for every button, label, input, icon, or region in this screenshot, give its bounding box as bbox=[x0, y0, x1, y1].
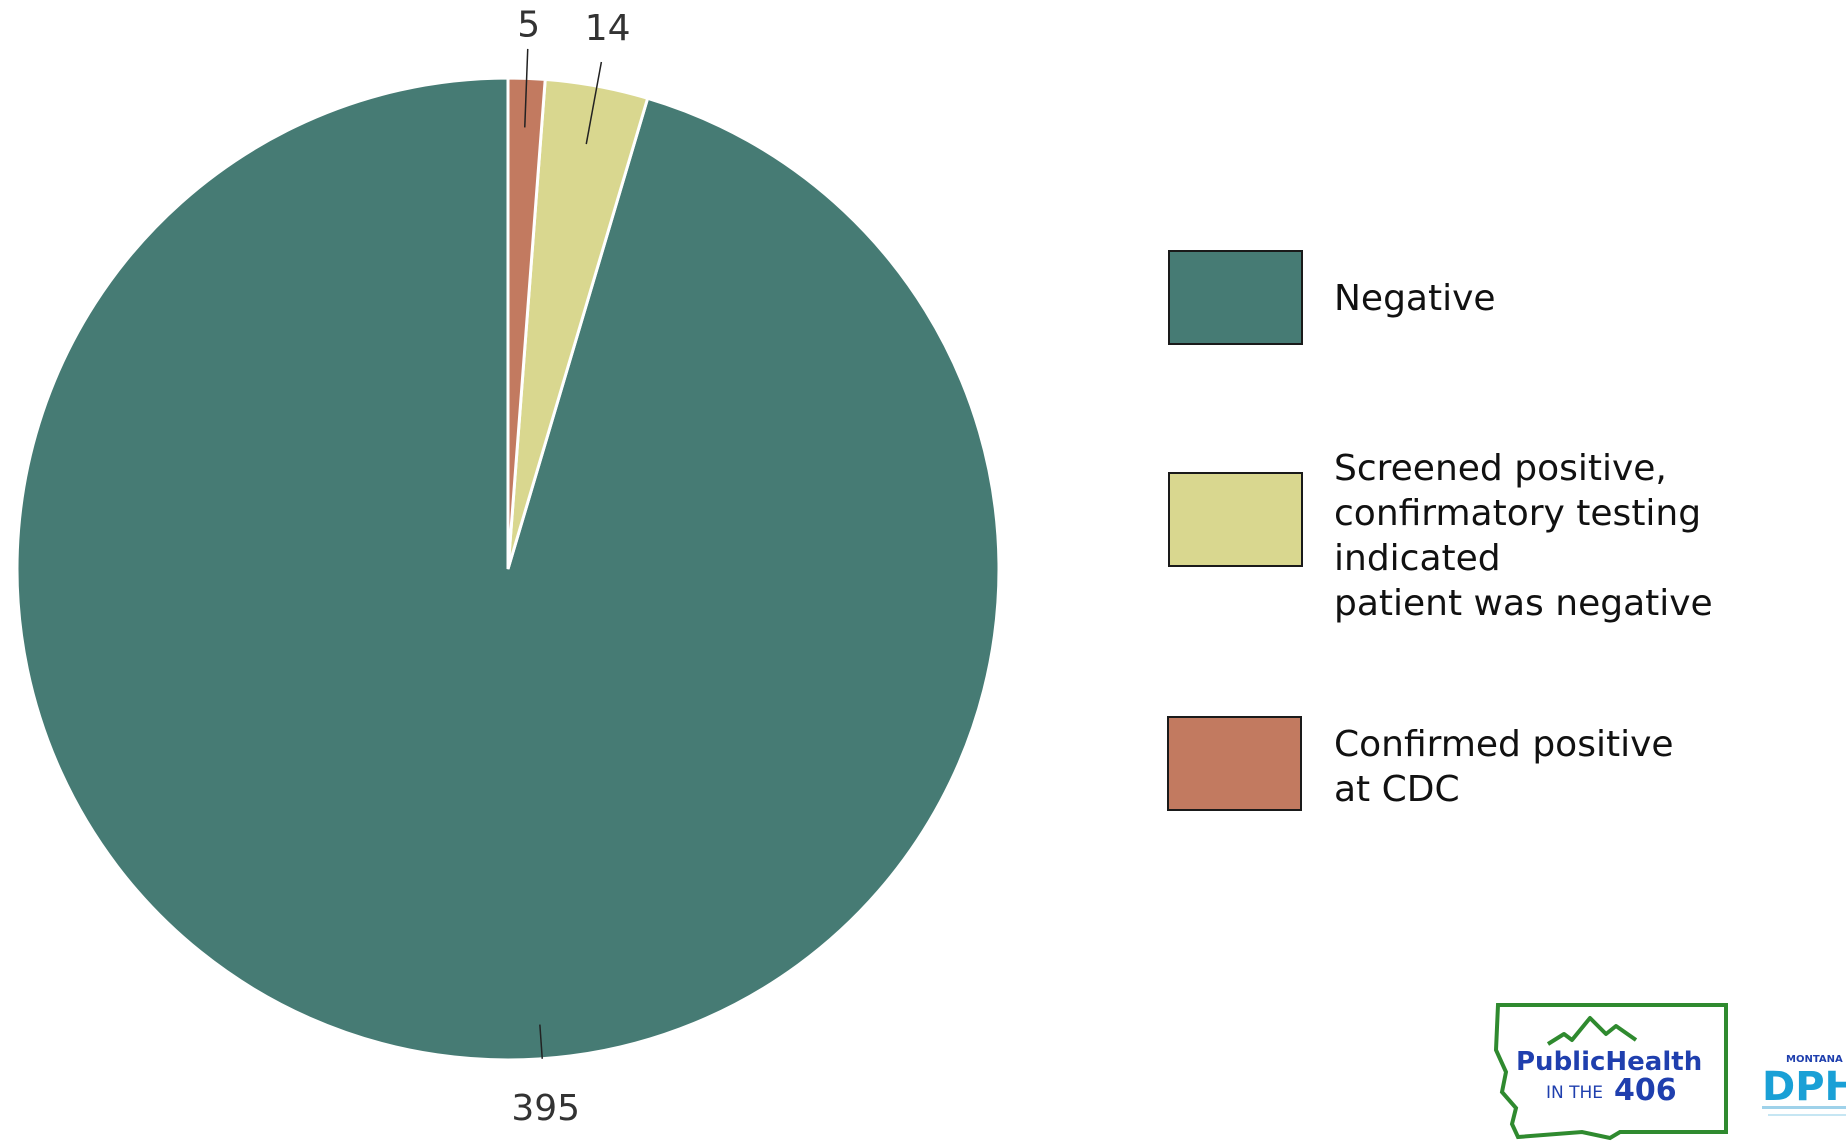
leader-line-1 bbox=[585, 61, 603, 145]
legend-line: patient was negative bbox=[1334, 583, 1713, 624]
logo-text-montana: MONTANA bbox=[1786, 1054, 1843, 1065]
legend-line: confirmatory testing indicated bbox=[1334, 493, 1702, 579]
legend-swatch-confirmed-positive bbox=[1167, 716, 1302, 811]
legend-line: Screened positive, bbox=[1334, 448, 1667, 489]
logo-tagline-bar bbox=[1762, 1106, 1846, 1109]
data-labels: 395 14 5 bbox=[511, 4, 630, 1128]
legend-label-confirmed-positive: Confirmed positive at CDC bbox=[1334, 722, 1674, 812]
legend-label-negative: Negative bbox=[1334, 276, 1496, 321]
legend-swatch-screened-positive bbox=[1168, 472, 1303, 567]
logo-text-406: 406 bbox=[1614, 1073, 1677, 1108]
leader-lines bbox=[524, 48, 603, 1059]
pie-slices bbox=[15, 76, 1001, 1062]
legend-line: at CDC bbox=[1334, 769, 1460, 810]
legend-label-screened-positive: Screened positive, confirmatory testing … bbox=[1334, 446, 1846, 626]
logo-text-dphhs: DPHHS bbox=[1762, 1064, 1846, 1110]
data-label-1: 14 bbox=[585, 8, 631, 49]
dphhs-logo: MONTANA DPHHS bbox=[1758, 1050, 1846, 1130]
data-label-2: 5 bbox=[517, 4, 540, 45]
logo-text-in-the: IN THE bbox=[1546, 1083, 1603, 1103]
leader-line-2 bbox=[524, 48, 529, 128]
logo-text-publichealth: PublicHealth bbox=[1516, 1047, 1702, 1077]
logo-tagline-bar bbox=[1768, 1114, 1846, 1116]
leader-line-0 bbox=[539, 1024, 543, 1059]
legend-line: Negative bbox=[1334, 278, 1496, 319]
public-health-406-logo: PublicHealth IN THE 406 bbox=[1490, 1000, 1730, 1147]
mountain-icon bbox=[1546, 1016, 1638, 1046]
data-label-0: 395 bbox=[511, 1088, 580, 1129]
legend-line: Confirmed positive bbox=[1334, 724, 1674, 765]
legend-swatch-negative bbox=[1168, 250, 1303, 345]
